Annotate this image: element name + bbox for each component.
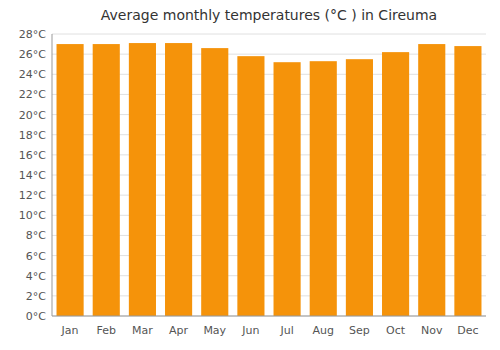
x-tick-label: Oct — [386, 324, 406, 337]
x-tick-label: Mar — [132, 324, 153, 337]
x-tick-label: Jan — [61, 324, 79, 337]
bar — [454, 46, 481, 316]
y-tick-label: 12°C — [19, 189, 46, 202]
y-tick-label: 4°C — [26, 270, 46, 283]
y-tick-label: 16°C — [19, 149, 46, 162]
bars — [57, 43, 482, 316]
grid-line — [52, 316, 486, 317]
y-tick-label: 24°C — [19, 68, 46, 81]
bar — [382, 52, 409, 316]
chart-svg: Average monthly temperatures (°C ) in Ci… — [0, 0, 500, 350]
bar — [346, 59, 373, 316]
y-tick-label: 6°C — [26, 250, 46, 263]
grid — [52, 34, 486, 316]
y-tick-label: 26°C — [19, 48, 46, 61]
bar — [310, 61, 337, 316]
y-axis-line — [52, 34, 53, 316]
x-tick-label: Apr — [169, 324, 189, 337]
y-tick-label: 8°C — [26, 229, 46, 242]
x-tick-label: Jun — [241, 324, 259, 337]
chart-title: Average monthly temperatures (°C ) in Ci… — [101, 7, 437, 23]
bar — [274, 62, 301, 316]
x-tick-label: Aug — [313, 324, 334, 337]
bar — [129, 43, 156, 316]
bar — [237, 56, 264, 316]
y-tick-label: 14°C — [19, 169, 46, 182]
y-tick-label: 20°C — [19, 109, 46, 122]
bar — [57, 44, 84, 316]
bar — [418, 44, 445, 316]
x-tick-label: Nov — [421, 324, 443, 337]
bar — [165, 43, 192, 316]
bar — [201, 48, 228, 316]
y-tick-label: 28°C — [19, 28, 46, 41]
x-tick-label: Feb — [97, 324, 116, 337]
y-tick-label: 22°C — [19, 88, 46, 101]
grid-line — [52, 34, 486, 35]
chart-container: Average monthly temperatures (°C ) in Ci… — [0, 0, 500, 350]
x-tick-label: Dec — [457, 324, 478, 337]
bar — [93, 44, 120, 316]
y-ticks: 0°C 2°C 4°C 6°C 8°C 10°C 12°C 14°C 16°C 18°C 20°C 2… — [19, 28, 46, 323]
y-tick-label: 18°C — [19, 129, 46, 142]
x-ticks: Jan Feb Mar Apr May Jun Jul Aug Sep Oct Nov Dec — [61, 324, 479, 337]
x-tick-label: May — [203, 324, 226, 337]
y-tick-label: 0°C — [26, 310, 46, 323]
y-tick-label: 10°C — [19, 209, 46, 222]
x-tick-label: Sep — [349, 324, 370, 337]
x-tick-label: Jul — [279, 324, 293, 337]
y-tick-label: 2°C — [26, 290, 46, 303]
x-axis-line — [52, 316, 486, 317]
